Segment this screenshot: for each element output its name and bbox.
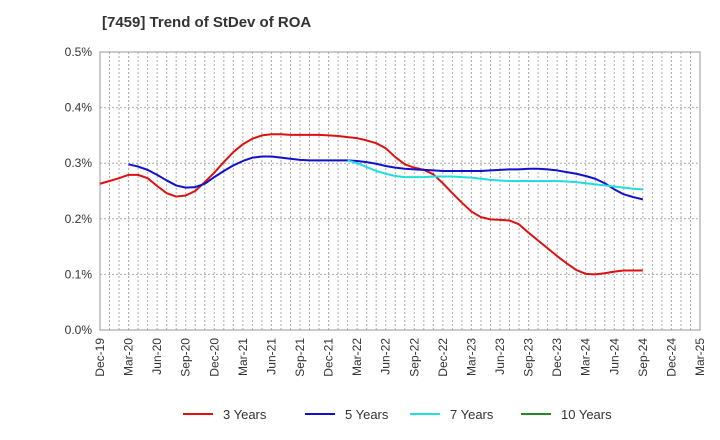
x-tick-label: Dec-19 <box>93 338 107 377</box>
x-tick-label: Mar-24 <box>579 338 593 376</box>
x-tick-label: Sep-22 <box>407 338 421 377</box>
y-tick-label: 0.1% <box>65 267 93 281</box>
legend-label: 7 Years <box>450 407 494 422</box>
x-tick-label: Mar-25 <box>693 338 707 376</box>
x-tick-label: Mar-20 <box>122 338 136 376</box>
x-tick-label: Mar-21 <box>236 338 250 376</box>
x-tick-label: Jun-24 <box>607 338 621 375</box>
x-tick-label: Dec-24 <box>664 338 678 377</box>
y-tick-label: 0.3% <box>65 156 93 170</box>
legend-label: 3 Years <box>223 407 267 422</box>
x-tick-label: Dec-21 <box>322 338 336 377</box>
series-lines <box>99 133 644 276</box>
x-tick-label: Sep-23 <box>522 338 536 377</box>
x-tick-label: Jun-21 <box>264 338 278 375</box>
y-tick-label: 0.0% <box>65 323 93 337</box>
legend: 3 Years 5 Years 7 Years 10 Years <box>183 407 612 422</box>
legend-label: 5 Years <box>345 407 389 422</box>
axes: 0.0% 0.1% 0.2% 0.3% 0.4% 0.5% Dec-19 Mar-20 Jun-… <box>65 45 707 377</box>
x-tick-label: Mar-23 <box>464 338 478 376</box>
x-tick-label: Sep-20 <box>179 338 193 377</box>
series-line-1 <box>99 133 643 276</box>
x-tick-label: Jun-20 <box>150 338 164 375</box>
x-tick-label: Sep-21 <box>293 338 307 377</box>
x-tick-label: Dec-20 <box>207 338 221 377</box>
series-line-2 <box>128 155 644 201</box>
grid-lines <box>99 51 701 331</box>
legend-label: 10 Years <box>561 407 612 422</box>
x-tick-label: Jun-22 <box>379 338 393 375</box>
x-tick-label: Mar-22 <box>350 338 364 376</box>
x-tick-label: Dec-23 <box>550 338 564 377</box>
series-line-3 <box>347 159 643 191</box>
x-tick-label: Dec-22 <box>436 338 450 377</box>
x-tick-label: Jun-23 <box>493 338 507 375</box>
chart-title: [7459] Trend of StDev of ROA <box>102 14 311 31</box>
y-tick-label: 0.2% <box>65 212 93 226</box>
y-tick-label: 0.5% <box>65 45 93 59</box>
x-tick-label: Sep-24 <box>636 338 650 377</box>
y-tick-label: 0.4% <box>65 101 93 115</box>
plot-frame <box>99 51 701 331</box>
